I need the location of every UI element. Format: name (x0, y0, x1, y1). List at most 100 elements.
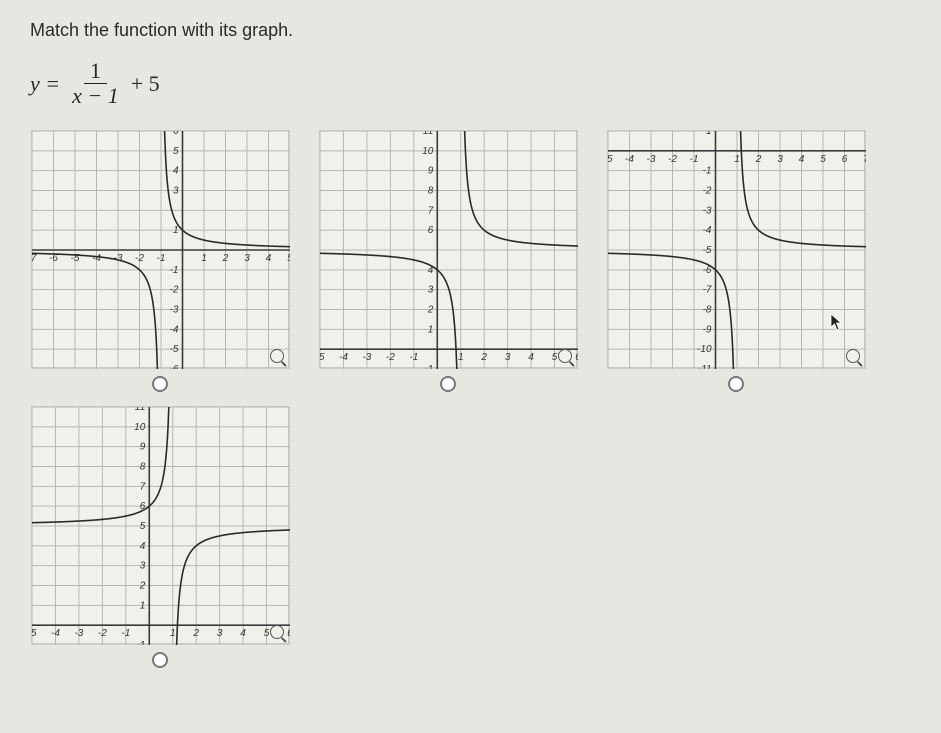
svg-text:8: 8 (428, 186, 434, 197)
svg-text:5: 5 (287, 253, 290, 264)
svg-text:4: 4 (173, 166, 179, 177)
svg-text:2: 2 (427, 305, 434, 316)
svg-text:3: 3 (217, 629, 223, 640)
zoom-icon[interactable] (846, 349, 860, 363)
svg-text:2: 2 (755, 154, 762, 165)
svg-text:-1: -1 (121, 629, 130, 640)
svg-text:5: 5 (264, 629, 270, 640)
svg-text:-3: -3 (170, 305, 179, 316)
svg-text:-3: -3 (703, 206, 712, 217)
svg-text:6: 6 (842, 154, 848, 165)
graph-option-3[interactable]: -5-4-3-2-11234567-11-10-9-8-7-6-5-4-3-2-… (606, 130, 866, 392)
svg-text:9: 9 (140, 442, 146, 453)
svg-text:-1: -1 (157, 253, 166, 264)
svg-text:3: 3 (140, 561, 146, 572)
svg-text:-2: -2 (135, 253, 144, 264)
svg-text:1: 1 (428, 325, 434, 336)
svg-text:-4: -4 (92, 253, 101, 264)
svg-text:11: 11 (423, 131, 433, 137)
svg-text:-5: -5 (170, 345, 179, 356)
graph-canvas-2: -5-4-3-2-1123456-1123467891011 (319, 130, 577, 368)
svg-text:-2: -2 (703, 186, 712, 197)
zoom-icon[interactable] (270, 625, 284, 639)
svg-text:5: 5 (820, 154, 826, 165)
svg-text:-3: -3 (647, 154, 656, 165)
svg-text:1: 1 (458, 353, 464, 364)
svg-text:1: 1 (173, 226, 179, 237)
svg-text:-9: -9 (703, 325, 712, 336)
svg-text:4: 4 (140, 541, 146, 552)
svg-text:-5: -5 (32, 629, 37, 640)
svg-text:1: 1 (201, 253, 207, 264)
svg-text:1: 1 (734, 154, 740, 165)
svg-text:-4: -4 (625, 154, 634, 165)
svg-text:-5: -5 (320, 353, 325, 364)
svg-text:1: 1 (140, 601, 146, 612)
eq-tail: + 5 (131, 71, 160, 97)
svg-text:9: 9 (428, 166, 434, 177)
svg-text:-2: -2 (98, 629, 107, 640)
radio-option-4[interactable] (152, 652, 168, 668)
svg-text:-5: -5 (703, 245, 712, 256)
svg-text:7: 7 (140, 482, 146, 493)
svg-text:-5: -5 (608, 154, 613, 165)
svg-text:7: 7 (428, 206, 434, 217)
svg-text:2: 2 (139, 581, 146, 592)
svg-text:-3: -3 (362, 353, 371, 364)
radio-option-1[interactable] (152, 376, 168, 392)
svg-text:-11: -11 (698, 364, 712, 369)
svg-text:-3: -3 (74, 629, 83, 640)
svg-text:5: 5 (552, 353, 558, 364)
radio-option-3[interactable] (728, 376, 744, 392)
svg-text:-7: -7 (32, 253, 37, 264)
svg-text:-4: -4 (170, 325, 179, 336)
svg-text:-10: -10 (697, 345, 712, 356)
graph-option-2[interactable]: -5-4-3-2-1123456-1123467891011 (318, 130, 578, 392)
graph-option-1[interactable]: -7-6-5-4-3-2-112345-6-5-4-3-2-113456 (30, 130, 290, 392)
graph-canvas-1: -7-6-5-4-3-2-112345-6-5-4-3-2-113456 (31, 130, 289, 368)
zoom-icon[interactable] (558, 349, 572, 363)
graph-canvas-3: -5-4-3-2-11234567-11-10-9-8-7-6-5-4-3-2-… (607, 130, 865, 368)
svg-text:2: 2 (480, 353, 487, 364)
svg-text:-4: -4 (339, 353, 348, 364)
svg-text:6: 6 (428, 226, 434, 237)
svg-text:-6: -6 (170, 364, 179, 369)
graph-canvas-4: -5-4-3-2-1123456-11234567891011 (31, 406, 289, 644)
svg-text:2: 2 (192, 629, 199, 640)
svg-text:3: 3 (428, 285, 434, 296)
svg-text:6: 6 (287, 629, 290, 640)
graphs-row-1: -7-6-5-4-3-2-112345-6-5-4-3-2-113456 -5-… (30, 130, 911, 392)
svg-text:10: 10 (422, 146, 434, 157)
svg-text:4: 4 (240, 629, 246, 640)
svg-text:4: 4 (266, 253, 272, 264)
svg-text:-8: -8 (703, 305, 712, 316)
eq-numerator: 1 (84, 59, 107, 84)
svg-text:11: 11 (135, 407, 145, 413)
svg-text:10: 10 (134, 422, 146, 433)
svg-text:3: 3 (777, 154, 783, 165)
graph-option-4[interactable]: -5-4-3-2-1123456-11234567891011 (30, 406, 290, 668)
eq-denominator: x − 1 (66, 84, 125, 108)
svg-text:1: 1 (170, 629, 176, 640)
svg-text:4: 4 (528, 353, 534, 364)
svg-text:-1: -1 (690, 154, 699, 165)
svg-text:2: 2 (222, 253, 229, 264)
svg-text:4: 4 (799, 154, 805, 165)
question-prompt: Match the function with its graph. (30, 20, 911, 41)
svg-text:-2: -2 (668, 154, 677, 165)
svg-text:3: 3 (505, 353, 511, 364)
svg-text:5: 5 (140, 521, 146, 532)
svg-text:1: 1 (706, 131, 712, 137)
svg-text:-4: -4 (51, 629, 60, 640)
svg-text:-1: -1 (424, 364, 433, 369)
svg-text:8: 8 (140, 462, 146, 473)
svg-text:6: 6 (575, 353, 578, 364)
svg-text:-1: -1 (409, 353, 418, 364)
zoom-icon[interactable] (270, 349, 284, 363)
radio-option-2[interactable] (440, 376, 456, 392)
svg-text:-7: -7 (703, 285, 712, 296)
equation: y = 1 x − 1 + 5 (30, 59, 911, 108)
eq-fraction: 1 x − 1 (66, 59, 125, 108)
svg-text:6: 6 (173, 131, 179, 137)
svg-text:-4: -4 (703, 226, 712, 237)
